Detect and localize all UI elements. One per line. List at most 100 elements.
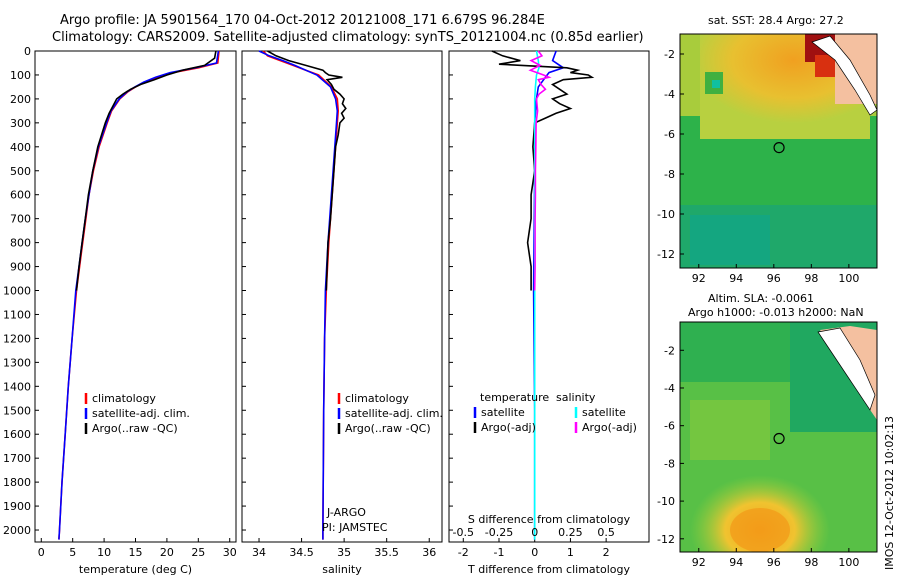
difference-xtick-label: 2 — [603, 546, 610, 559]
depth-tick-label: 600 — [10, 189, 31, 202]
salinity-frame — [241, 50, 443, 543]
salinity-series-satellite-adj-clim- — [258, 50, 339, 540]
temperature-xtick-label: 20 — [160, 546, 174, 559]
sla_map-ytick-label: -6 — [664, 420, 675, 433]
difference-s-axis-label: S difference from climatology — [468, 513, 631, 526]
temperature-xlabel: temperature (deg C) — [79, 563, 192, 576]
temperature-frame — [34, 50, 237, 543]
depth-tick-label: 100 — [10, 69, 31, 82]
sst-map-title: sat. SST: 28.4 Argo: 27.2 — [708, 14, 844, 27]
depth-tick-label: 700 — [10, 213, 31, 226]
difference-series-s-argo-adj- — [528, 50, 552, 291]
temperature-legend-label: satellite-adj. clim. — [92, 407, 190, 420]
depth-tick-label: 1400 — [3, 380, 31, 393]
sla_map-ytick-label: -4 — [664, 382, 675, 395]
sla-map-field — [680, 322, 877, 552]
sla_map-argo-position-marker — [773, 432, 785, 445]
sst_map-ytick-label: -8 — [664, 168, 675, 181]
salinity-xtick-label: 35.5 — [374, 546, 399, 559]
temperature-legend-label: climatology — [92, 392, 156, 405]
depth-tick-label: 1000 — [3, 285, 31, 298]
salinity-xtick-label: 34 — [252, 546, 266, 559]
difference-xlabel: T difference from climatology — [467, 563, 630, 576]
depth-tick-label: 500 — [10, 165, 31, 178]
salinity-legend-label: satellite-adj. clim. — [345, 407, 443, 420]
difference-xtick-label: 0 — [531, 546, 538, 559]
salinity-xtick-label: 34.5 — [289, 546, 314, 559]
sst-map-frame — [679, 33, 878, 269]
sla_map-ytick-label: -10 — [657, 495, 675, 508]
sst_map-argo-position-marker — [773, 142, 785, 154]
difference-s-tick-label: 0.5 — [597, 526, 615, 539]
sla_map-xtick-label: 98 — [804, 556, 818, 569]
sst_map-ytick-label: -4 — [664, 88, 675, 101]
depth-tick-label: 0 — [24, 45, 31, 58]
depth-tick-label: 2000 — [3, 524, 31, 537]
depth-tick-label: 400 — [10, 141, 31, 154]
sst_map-ytick-label: -12 — [657, 248, 675, 261]
difference-s-tick-label: -0.25 — [485, 526, 513, 539]
salinity-legend-label: climatology — [345, 392, 409, 405]
difference-legend-t-title: temperature — [480, 391, 549, 404]
chart-title-line2: Climatology: CARS2009. Satellite-adjuste… — [52, 30, 644, 45]
sla_map-ytick-label: -12 — [657, 533, 675, 546]
float-pi-label: PI: JAMSTEC — [322, 521, 388, 534]
depth-tick-label: 1800 — [3, 476, 31, 489]
sst_map-ytick-label: -10 — [657, 208, 675, 221]
depth-tick-label: 1500 — [3, 404, 31, 417]
salinity-panel — [241, 50, 443, 543]
depth-tick-label: 1300 — [3, 356, 31, 369]
difference-s-legend-label: satellite — [582, 406, 626, 419]
sst_map-ytick-label: -2 — [664, 48, 675, 61]
temperature-legend-label: Argo(..raw -QC) — [92, 422, 178, 435]
sst_map-xtick-label: 98 — [804, 272, 818, 285]
temperature-xtick-label: 25 — [191, 546, 205, 559]
salinity-xtick-label: 35 — [337, 546, 351, 559]
salinity-series-argo-raw-qc- — [267, 50, 347, 291]
salinity-legend-label: Argo(..raw -QC) — [345, 422, 431, 435]
sla-map-subtitle: Argo h1000: -0.013 h2000: NaN — [688, 306, 864, 319]
temperature-series-argo-raw-qc- — [75, 50, 217, 291]
difference-panel — [448, 50, 650, 543]
difference-t-legend-label: satellite — [481, 406, 525, 419]
depth-tick-label: 900 — [10, 261, 31, 274]
float-program-label: J-ARGO — [326, 506, 366, 519]
difference-s-tick-label: 0.25 — [558, 526, 583, 539]
difference-s-tick-label: 0 — [531, 526, 538, 539]
difference-xtick-label: -1 — [494, 546, 505, 559]
difference-series-t-argo-adj- — [491, 50, 595, 291]
depth-tick-label: 200 — [10, 93, 31, 106]
depth-tick-label: 1700 — [3, 452, 31, 465]
temperature-xtick-label: 10 — [97, 546, 111, 559]
sla-map-title: Altim. SLA: -0.0061 — [708, 292, 815, 305]
temperature-xtick-label: 30 — [223, 546, 237, 559]
depth-tick-label: 1200 — [3, 332, 31, 345]
difference-series-s-satellite — [533, 50, 540, 540]
sst-map-field — [680, 34, 877, 268]
salinity-xtick-label: 36 — [422, 546, 436, 559]
salinity-xlabel: salinity — [322, 563, 362, 576]
difference-xtick-label: -2 — [458, 546, 469, 559]
sst_map-xtick-label: 100 — [838, 272, 859, 285]
difference-s-legend-label: Argo(-adj) — [582, 421, 637, 434]
temperature-panel — [34, 50, 237, 543]
sla_map-xtick-label: 94 — [729, 556, 743, 569]
depth-tick-label: 1100 — [3, 308, 31, 321]
temperature-xtick-label: 15 — [129, 546, 143, 559]
difference-frame — [448, 50, 650, 543]
sst_map-ytick-label: -6 — [664, 128, 675, 141]
temperature-xtick-label: 0 — [38, 546, 45, 559]
sla_map-xtick-label: 100 — [838, 556, 859, 569]
temperature-xtick-label: 5 — [69, 546, 76, 559]
difference-legend-s-title: salinity — [556, 391, 596, 404]
sla_map-xtick-label: 92 — [692, 556, 706, 569]
sla-map-frame — [679, 321, 878, 553]
sla_map-ytick-label: -2 — [664, 344, 675, 357]
sst_map-xtick-label: 92 — [692, 272, 706, 285]
difference-xtick-label: 1 — [567, 546, 574, 559]
sst_map-xtick-label: 96 — [767, 272, 781, 285]
depth-tick-label: 300 — [10, 117, 31, 130]
sla_map-xtick-label: 96 — [767, 556, 781, 569]
sla_map-ytick-label: -8 — [664, 457, 675, 470]
